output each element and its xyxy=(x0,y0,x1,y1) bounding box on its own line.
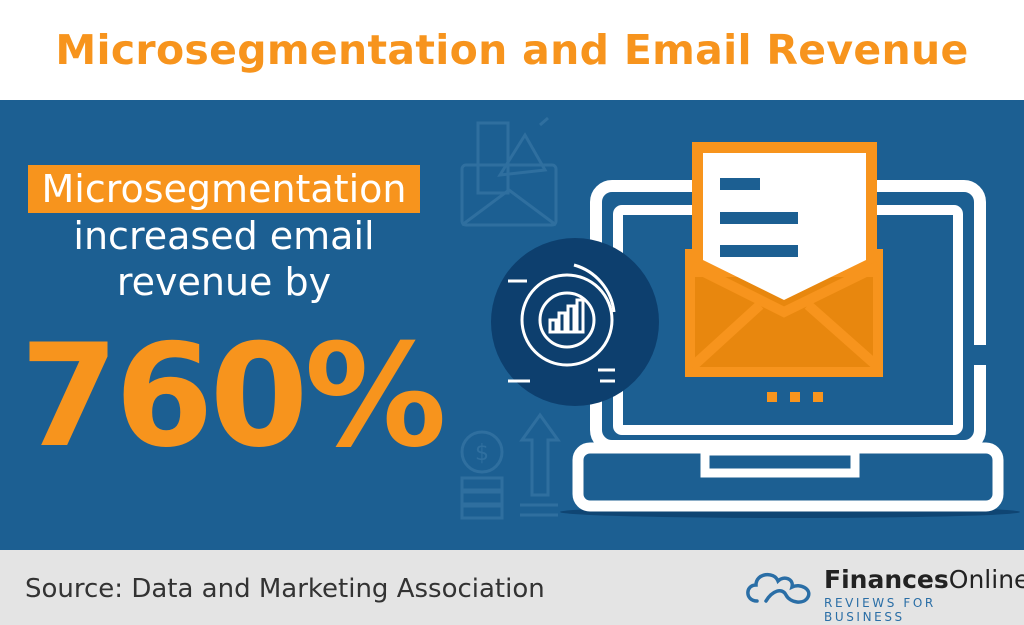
megaphone-envelope-icon xyxy=(460,116,558,227)
cloud-logo-icon xyxy=(746,572,811,604)
logo-tagline: REVIEWS FOR BUSINESS xyxy=(824,596,936,624)
logo-wordmark: FinancesOnline xyxy=(824,565,1024,594)
svg-text:$: $ xyxy=(475,441,489,466)
footer: Source: Data and Marketing Association F… xyxy=(0,550,1024,625)
source-citation: Source: Data and Marketing Association xyxy=(25,574,545,604)
stat-highlight: Microsegmentation xyxy=(28,165,420,213)
page-title: Microsegmentation and Email Revenue xyxy=(55,26,969,74)
stat-value: 760% xyxy=(20,314,447,479)
title-band: Microsegmentation and Email Revenue xyxy=(0,0,1024,100)
stat-line-2: revenue by xyxy=(116,260,332,304)
financesonline-logo: FinancesOnline REVIEWS FOR BUSINESS xyxy=(742,562,1024,624)
analytics-chart-icon xyxy=(491,238,659,406)
dollar-growth-icon: $ xyxy=(460,412,561,520)
logo-bold: Finances xyxy=(824,565,949,594)
stat-line-1: increased email xyxy=(73,214,375,258)
logo-light: Online xyxy=(948,565,1024,594)
